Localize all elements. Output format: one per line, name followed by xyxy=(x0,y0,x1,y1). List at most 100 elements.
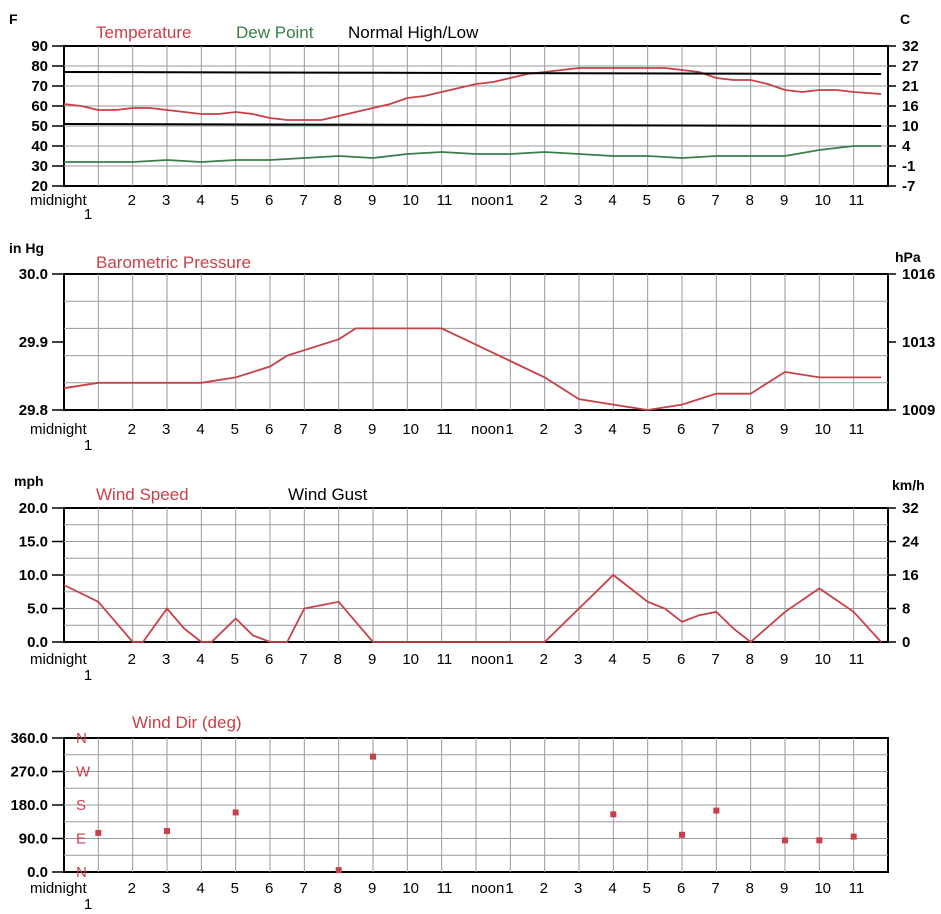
x-tick-label: 11 xyxy=(849,880,865,897)
y-right-tick-label: 32 xyxy=(902,38,919,55)
barometric-pressure-line xyxy=(63,327,882,411)
wind-dir-point xyxy=(816,837,823,844)
temp-y-ticks-right: 32 27 21 16 10 4 -1 -7 xyxy=(888,38,919,195)
wind-dir-point xyxy=(679,831,685,838)
y-tick-label: 0.0 xyxy=(27,864,48,881)
x-tick-label: 11 xyxy=(437,192,453,209)
y-tick-label: 90 xyxy=(31,38,48,55)
x-tick-label: 4 xyxy=(608,880,616,897)
y-tick-label: 90.0 xyxy=(19,831,48,848)
wind-dir-point xyxy=(164,828,170,835)
wind-dir-point xyxy=(610,811,617,818)
x-tick-label: 1 xyxy=(505,192,513,209)
pressure-y-ticks: 30.0 29.9 29.8 xyxy=(19,266,64,419)
temp-left-unit: F xyxy=(9,11,18,27)
x-tick-label: 3 xyxy=(162,651,170,668)
x-tick-label: 5 xyxy=(643,651,651,668)
x-tick-label: 7 xyxy=(299,421,307,438)
x-tick-label: 5 xyxy=(231,421,239,438)
x-tick-label: noon xyxy=(471,421,504,438)
x-tick-label: 9 xyxy=(368,421,376,438)
x-tick-label: 5 xyxy=(231,651,239,668)
x-tick-label: 2 xyxy=(128,192,136,209)
y-right-tick-label: 16 xyxy=(902,98,919,115)
dew-point-line xyxy=(64,145,882,163)
x-tick-sublabel: 1 xyxy=(84,437,92,454)
x-tick-label: 11 xyxy=(849,192,865,209)
x-tick-label: midnight xyxy=(30,880,88,897)
x-tick-label: 9 xyxy=(780,192,788,209)
x-tick-sublabel: 1 xyxy=(84,206,92,223)
y-right-tick-label: 24 xyxy=(902,534,919,551)
wind-dir-point xyxy=(370,753,376,760)
wind-grid xyxy=(64,508,888,642)
y-tick-label: 60 xyxy=(31,98,48,115)
wind-dir-point xyxy=(850,833,857,840)
x-tick-label: 6 xyxy=(677,421,685,438)
x-tick-label: 10 xyxy=(814,192,831,209)
x-tick-label: 3 xyxy=(574,880,582,897)
wind-left-unit: mph xyxy=(14,473,44,489)
x-tick-label: 5 xyxy=(643,880,651,897)
x-tick-label: 2 xyxy=(540,192,548,209)
x-tick-label: 2 xyxy=(540,651,548,668)
wind-dir-point xyxy=(782,837,788,844)
y-tick-label: 20.0 xyxy=(19,500,48,517)
x-tick-label: 3 xyxy=(574,421,582,438)
x-tick-label: 2 xyxy=(540,880,548,897)
wind-right-unit: km/h xyxy=(892,477,925,493)
x-tick-label: 3 xyxy=(574,192,582,209)
temperature-line xyxy=(63,67,882,121)
x-tick-label: 2 xyxy=(128,651,136,668)
y-tick-label: 80 xyxy=(31,58,48,75)
temp-grid xyxy=(64,46,888,186)
y-right-tick-label: 1013 xyxy=(902,334,935,351)
x-tick-label: 9 xyxy=(780,880,788,897)
x-tick-label: 2 xyxy=(540,421,548,438)
x-tick-label: 10 xyxy=(814,651,831,668)
x-tick-label: 8 xyxy=(334,651,342,668)
compass-label: N xyxy=(76,730,87,747)
x-tick-label: midnight xyxy=(30,651,88,668)
x-tick-label: 11 xyxy=(437,651,453,668)
temp-right-unit: C xyxy=(900,11,910,27)
y-tick-label: 70 xyxy=(31,78,48,95)
wind-speed-line xyxy=(63,573,882,644)
wind-series xyxy=(63,573,882,644)
y-right-tick-label: 1009 xyxy=(902,402,935,419)
y-tick-label: 270.0 xyxy=(10,764,48,781)
wind-x-ticks: midnight 2 3 4 5 6 7 8 9 10 11 noon 1 2 3 4 5 6 7 8 9 10 111 xyxy=(30,651,864,684)
x-tick-label: 4 xyxy=(196,421,204,438)
wind-dir-point xyxy=(335,867,342,874)
x-tick-label: 11 xyxy=(849,651,865,668)
x-tick-label: 5 xyxy=(231,880,239,897)
x-tick-label: 8 xyxy=(334,880,342,897)
y-right-tick-label: 8 xyxy=(902,601,910,618)
x-tick-label: 10 xyxy=(402,651,419,668)
wind-dir-series xyxy=(95,753,857,874)
x-tick-label: 3 xyxy=(162,192,170,209)
x-tick-label: 2 xyxy=(128,421,136,438)
y-tick-label: 29.8 xyxy=(19,402,48,419)
x-tick-label: 9 xyxy=(368,880,376,897)
y-tick-label: 10.0 xyxy=(19,567,48,584)
x-tick-label: 7 xyxy=(711,421,719,438)
pressure-panel: in Hg hPa Barometric Pressure 30.029.929… xyxy=(9,240,935,454)
y-right-tick-label: 10 xyxy=(902,118,919,135)
x-tick-label: midnight xyxy=(30,421,88,438)
x-tick-label: 4 xyxy=(608,192,616,209)
pressure-right-unit: hPa xyxy=(895,249,921,265)
x-tick-label: 7 xyxy=(711,651,719,668)
x-tick-label: 4 xyxy=(608,421,616,438)
wind-y-ticks-right: 32 24 16 8 0 xyxy=(888,500,919,651)
x-tick-label: noon xyxy=(471,192,504,209)
x-tick-label: 6 xyxy=(265,880,273,897)
x-tick-label: 3 xyxy=(162,880,170,897)
x-tick-label: 11 xyxy=(437,880,453,897)
x-tick-label: 1 xyxy=(505,651,513,668)
legend-dew-point: Dew Point xyxy=(236,23,314,42)
legend-wind-speed: Wind Speed xyxy=(96,485,189,504)
x-tick-label: 6 xyxy=(265,192,273,209)
